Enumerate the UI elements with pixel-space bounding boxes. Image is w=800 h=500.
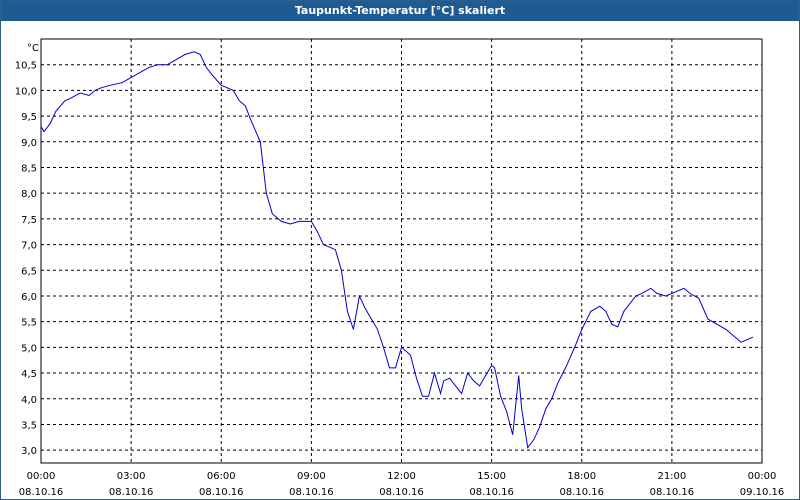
y-tick-label: 10,0	[15, 86, 37, 97]
y-axis-ticks: 3,0 3,5 4,0 4,5 5,0 5,5 6,0 6,5 7,0 7,5 8,0 8,5 9,0 9…	[15, 61, 37, 457]
y-tick-label: 8,0	[21, 189, 37, 200]
series-layer	[40, 51, 754, 449]
y-tick-label: 9,0	[21, 138, 37, 149]
series-line	[40, 51, 754, 449]
y-tick-label: 9,5	[21, 112, 37, 123]
x-tick-date: 08.10.16	[559, 487, 604, 498]
x-tick-date: 08.10.16	[289, 487, 334, 498]
x-tick-time: 21:00	[657, 471, 686, 482]
y-tick-label: 6,0	[21, 292, 37, 303]
y-tick-label: 7,0	[21, 241, 37, 252]
y-axis-unit-label: °C	[27, 43, 39, 54]
x-tick-date: 08.10.16	[19, 487, 64, 498]
x-tick-time: 09:00	[297, 471, 326, 482]
x-tick-time: 03:00	[117, 471, 146, 482]
y-tick-label: 3,5	[21, 420, 37, 431]
x-tick-date: 08.10.16	[199, 487, 244, 498]
x-tick-time: 15:00	[477, 471, 506, 482]
x-tick-date: 08.10.16	[109, 487, 154, 498]
x-tick-time: 12:00	[387, 471, 416, 482]
x-tick-date: 08.10.16	[469, 487, 514, 498]
x-tick-time: 00:00	[27, 471, 56, 482]
y-tick-label: 6,5	[21, 266, 37, 277]
y-tick-label: 8,5	[21, 163, 37, 174]
x-tick-date: 08.10.16	[379, 487, 424, 498]
y-tick-label: 10,5	[15, 61, 37, 72]
y-tick-label: 3,0	[21, 446, 37, 457]
y-tick-label: 4,5	[21, 369, 37, 380]
y-tick-label: 4,0	[21, 395, 37, 406]
x-tick-time: 06:00	[207, 471, 236, 482]
chart-title-bar: Taupunkt-Temperatur [°C] skaliert	[1, 1, 799, 21]
x-tick-date: 08.10.16	[650, 487, 695, 498]
y-tick-label: 5,5	[21, 318, 37, 329]
x-tick-time: 00:00	[748, 471, 777, 482]
y-tick-label: 7,5	[21, 215, 37, 226]
x-tick-time: 18:00	[567, 471, 596, 482]
x-tick-date: 09.10.16	[740, 487, 785, 498]
chart-title: Taupunkt-Temperatur [°C] skaliert	[294, 4, 506, 17]
x-axis-ticks: 00:00 08.10.16 03:00 08.10.16 06:00 08.10.16 0…	[19, 471, 785, 498]
y-tick-label: 5,0	[21, 343, 37, 354]
